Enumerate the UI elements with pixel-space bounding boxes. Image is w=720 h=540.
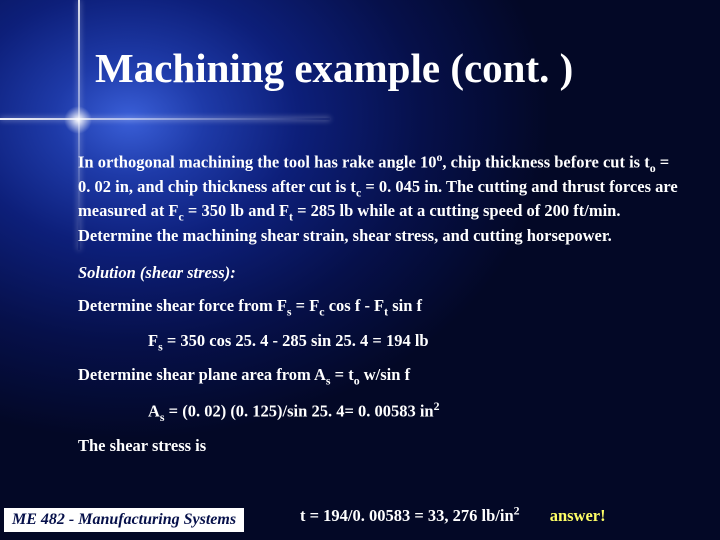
final-answer-line: t = 194/0. 00583 = 33, 276 lb/in2 answer… bbox=[300, 504, 606, 527]
shear-stress-label: The shear stress is bbox=[78, 435, 680, 456]
shear-stress-result: t = 194/0. 00583 = 33, 276 lb/in2 bbox=[300, 506, 520, 525]
slide-body: In orthogonal machining the tool has rak… bbox=[78, 150, 680, 466]
lens-flare-core bbox=[64, 106, 92, 134]
slide-title: Machining example (cont. ) bbox=[95, 44, 573, 92]
shear-area-calc: As = (0. 02) (0. 125)/sin 25. 4= 0. 0058… bbox=[148, 399, 680, 425]
solution-heading: Solution (shear stress): bbox=[78, 262, 680, 283]
problem-statement: In orthogonal machining the tool has rak… bbox=[78, 150, 680, 246]
shear-area-formula: Determine shear plane area from As = to … bbox=[78, 364, 680, 388]
course-footer: ME 482 - Manufacturing Systems bbox=[4, 508, 244, 532]
answer-tag: answer! bbox=[550, 506, 606, 525]
shear-force-formula: Determine shear force from Fs = Fc cos f… bbox=[78, 295, 680, 319]
shear-force-calc: Fs = 350 cos 25. 4 - 285 sin 25. 4 = 194… bbox=[148, 330, 680, 354]
lens-flare-horizontal bbox=[0, 118, 330, 120]
